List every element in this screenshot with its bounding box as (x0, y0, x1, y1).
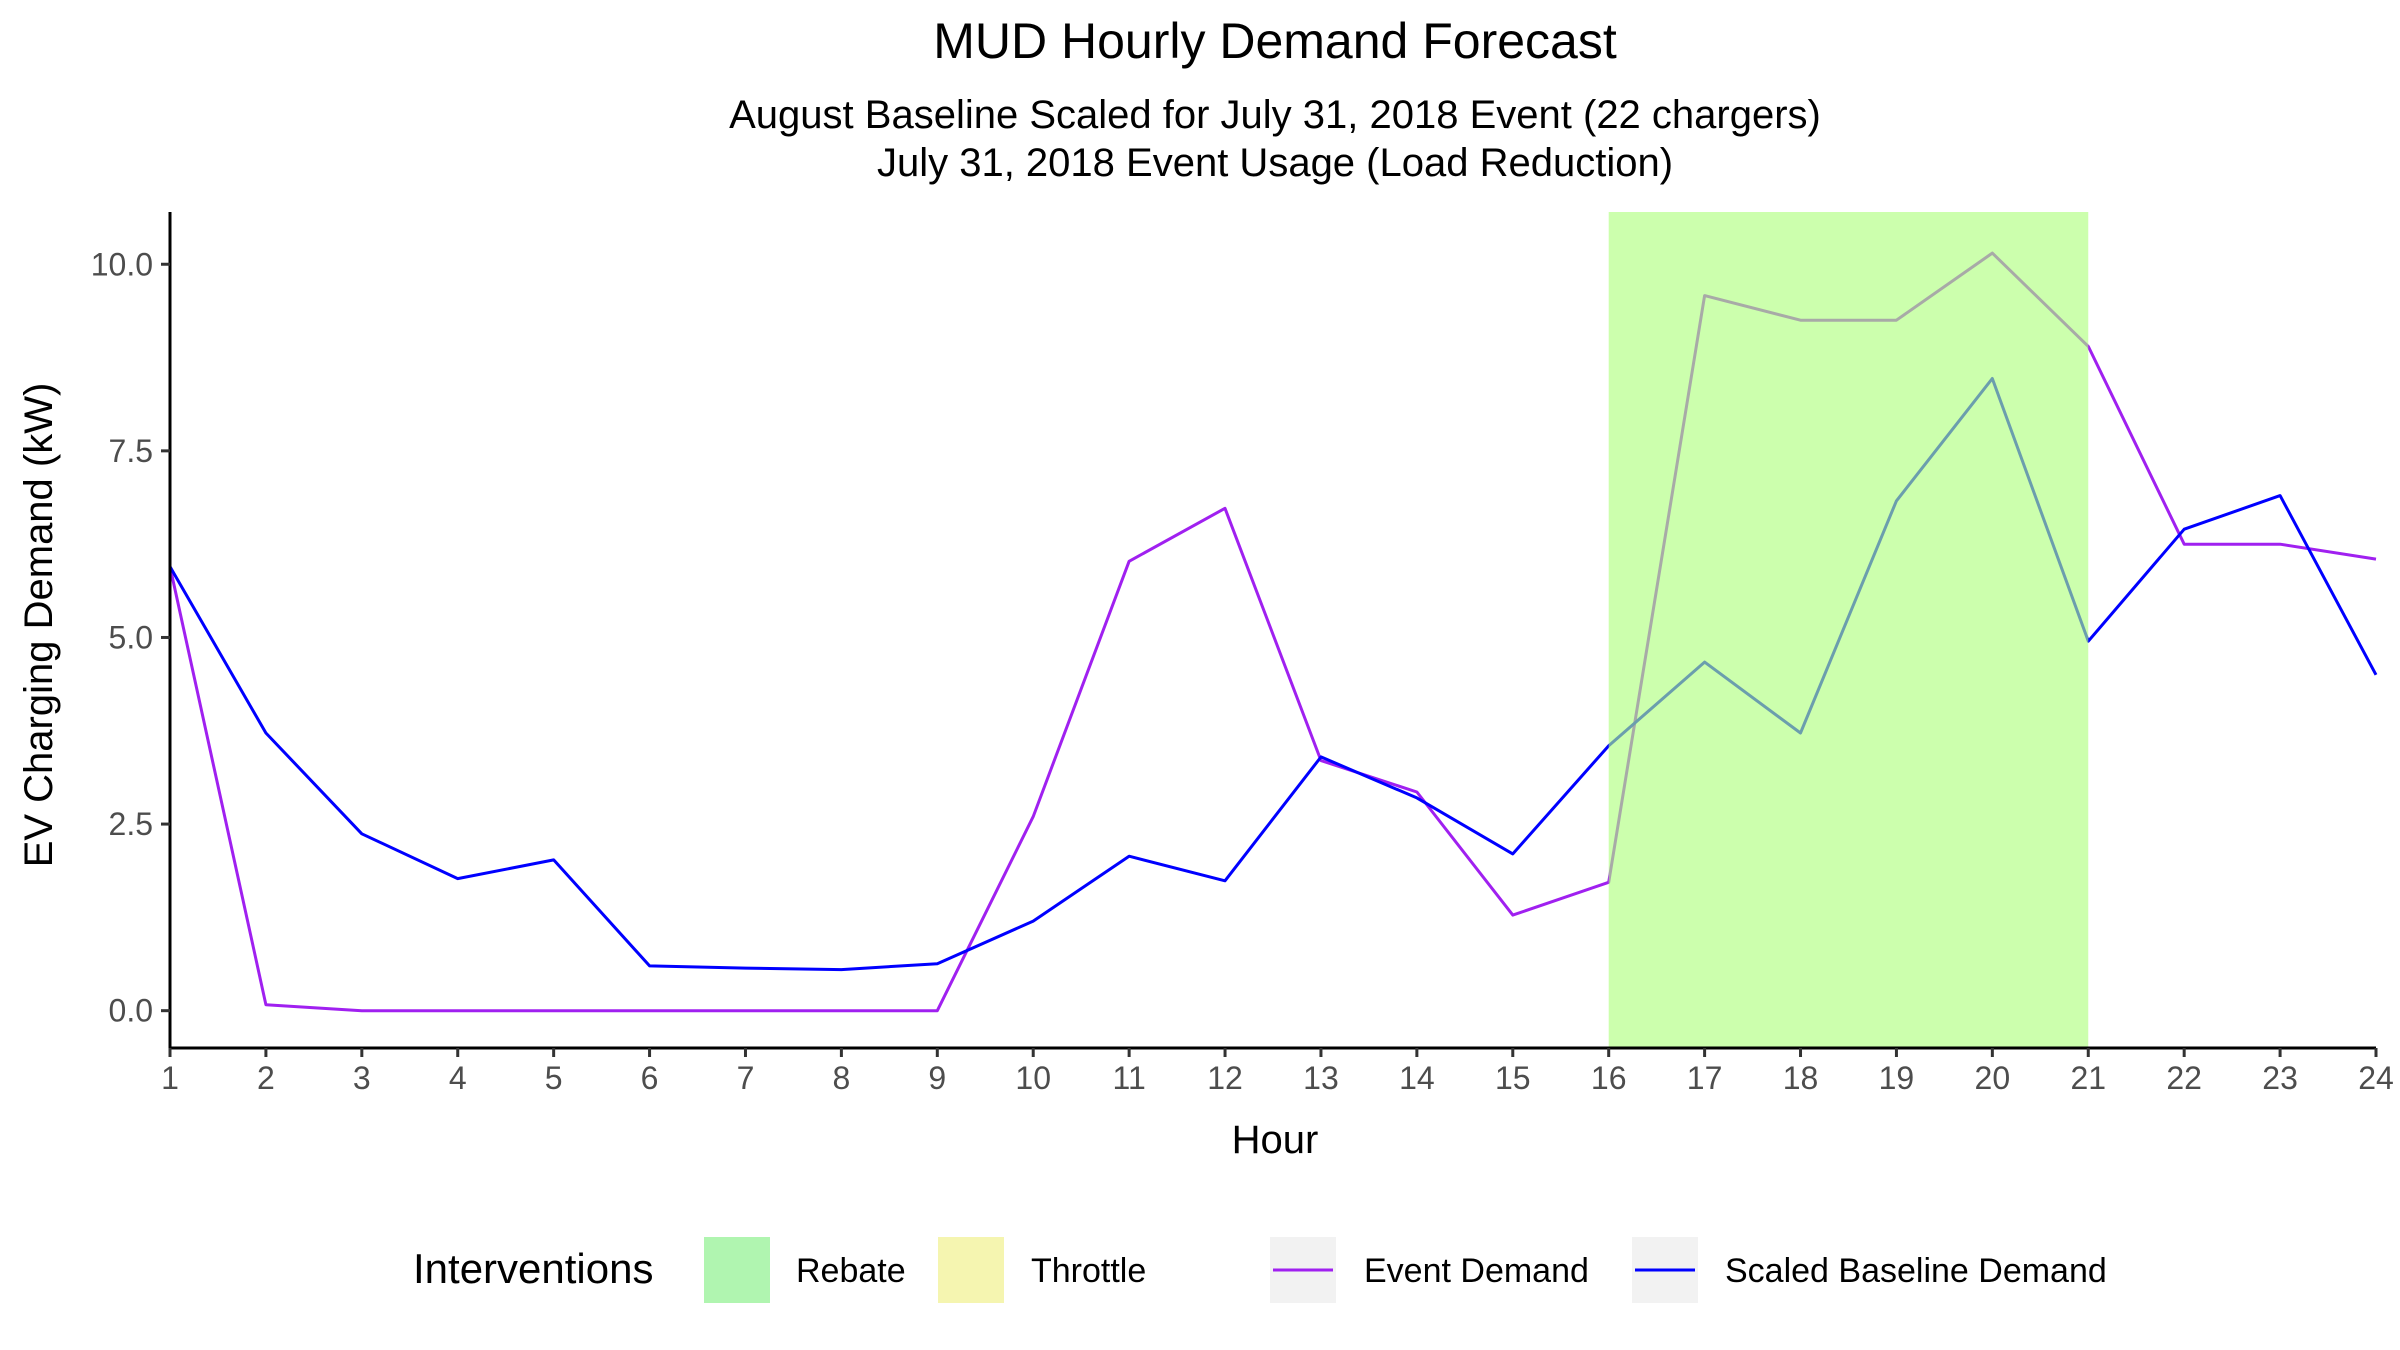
chart-subtitle-line-1: August Baseline Scaled for July 31, 2018… (729, 93, 1821, 137)
y-tick-label: 2.5 (109, 806, 153, 842)
x-tick-label: 12 (1207, 1060, 1243, 1096)
chart-title: MUD Hourly Demand Forecast (933, 13, 1617, 69)
x-tick-label: 13 (1303, 1060, 1339, 1096)
x-axis-title: Hour (1232, 1118, 1319, 1162)
y-tick-label: 5.0 (109, 619, 153, 655)
x-tick-label: 5 (545, 1060, 563, 1096)
x-tick-label: 17 (1687, 1060, 1723, 1096)
x-tick-label: 11 (1113, 1060, 1146, 1096)
shaded-region-rebate (1608, 212, 2089, 1048)
x-tick-label: 4 (449, 1060, 467, 1096)
chart-subtitle-line-2: July 31, 2018 Event Usage (Load Reductio… (877, 141, 1673, 185)
legend-label-throttle: Throttle (1031, 1252, 1146, 1290)
y-axis-title: EV Charging Demand (kW) (17, 383, 61, 868)
legend-label-rebate: Rebate (796, 1252, 906, 1290)
y-tick-label: 0.0 (109, 993, 153, 1029)
legend: Interventions Rebate Throttle Event Dema… (413, 1237, 2107, 1303)
legend-title: Interventions (413, 1245, 653, 1292)
x-tick-label: 1 (161, 1060, 179, 1096)
x-tick-label: 7 (737, 1060, 755, 1096)
legend-key-throttle (938, 1237, 1004, 1303)
x-tick-label: 18 (1783, 1060, 1819, 1096)
y-tick-label: 7.5 (109, 433, 153, 469)
x-tick-label: 9 (928, 1060, 946, 1096)
x-tick-label: 6 (641, 1060, 659, 1096)
x-tick-label: 8 (832, 1060, 850, 1096)
x-tick-label: 20 (1975, 1060, 2011, 1096)
x-tick-label: 10 (1015, 1060, 1051, 1096)
x-tick-label: 21 (2070, 1060, 2106, 1096)
x-tick-label: 3 (353, 1060, 371, 1096)
x-tick-label: 24 (2358, 1060, 2394, 1096)
plot-area: 0.02.55.07.510.01 2 3 4 5 6 7 8 9 10 11 12 13 14 15 16 1… (91, 212, 2394, 1096)
x-tick-label: 23 (2262, 1060, 2298, 1096)
x-tick-label: 16 (1591, 1060, 1627, 1096)
x-tick-label: 15 (1495, 1060, 1531, 1096)
legend-label-event-demand: Event Demand (1364, 1252, 1589, 1290)
x-tick-label: 22 (2166, 1060, 2202, 1096)
x-tick-label: 14 (1399, 1060, 1435, 1096)
y-tick-label: 10.0 (91, 246, 153, 282)
legend-key-rebate (704, 1237, 770, 1303)
legend-label-baseline-demand: Scaled Baseline Demand (1725, 1252, 2107, 1290)
x-tick-label: 19 (1879, 1060, 1915, 1096)
x-tick-label: 2 (257, 1060, 275, 1096)
